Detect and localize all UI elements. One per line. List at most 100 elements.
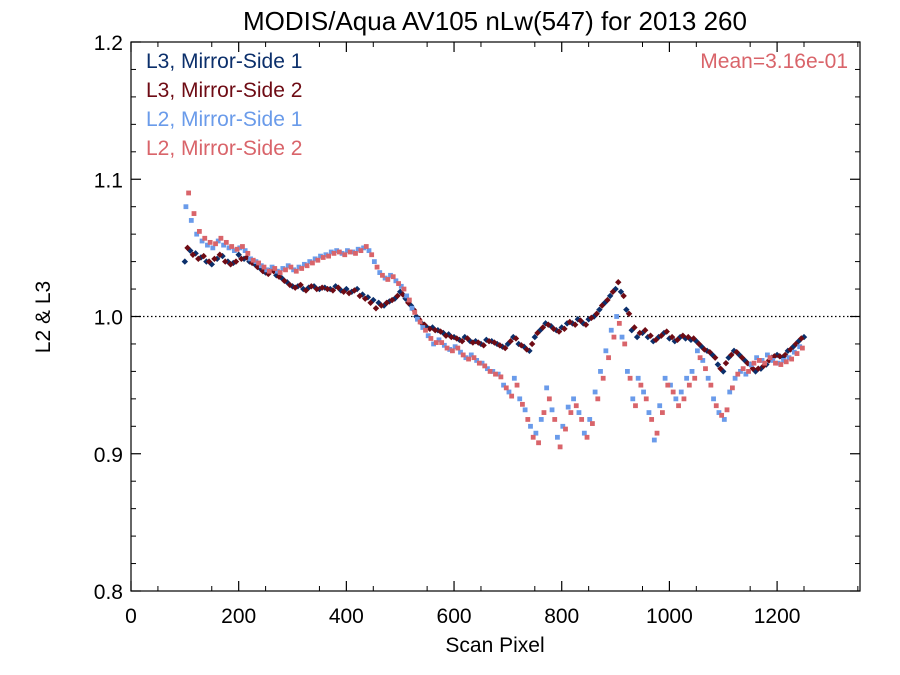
data-point <box>385 277 391 282</box>
data-point <box>643 396 649 402</box>
data-point <box>617 288 625 295</box>
data-point <box>495 371 501 377</box>
data-point <box>518 342 525 349</box>
data-point <box>679 332 687 339</box>
data-point <box>764 352 770 358</box>
data-point <box>628 327 635 334</box>
data-point <box>647 332 654 339</box>
data-point <box>641 389 646 395</box>
data-point <box>431 341 436 347</box>
data-point <box>550 325 557 333</box>
data-point <box>641 327 649 334</box>
data-point <box>673 396 679 402</box>
data-point <box>202 235 208 241</box>
data-point <box>520 401 525 407</box>
data-point <box>713 403 719 409</box>
plot-frame <box>130 41 861 592</box>
data-point <box>229 244 235 249</box>
data-point <box>211 255 218 263</box>
data-point <box>678 389 684 395</box>
data-point <box>650 338 657 345</box>
data-point <box>216 251 224 258</box>
data-point <box>480 342 487 349</box>
data-point <box>786 355 792 361</box>
data-point <box>649 417 655 422</box>
data-point <box>312 256 318 262</box>
data-point <box>223 239 229 245</box>
data-point <box>728 351 735 359</box>
data-point <box>299 266 305 271</box>
data-point <box>490 369 496 374</box>
data-point <box>455 345 461 351</box>
data-point <box>592 389 598 395</box>
data-point <box>248 256 253 262</box>
data-point <box>464 335 471 342</box>
data-point <box>423 327 428 333</box>
data-point <box>318 253 323 259</box>
data-point <box>685 333 692 341</box>
data-point <box>528 340 536 348</box>
data-point <box>428 336 434 341</box>
data-point <box>485 366 490 372</box>
data-point <box>266 268 272 274</box>
data-point <box>660 329 668 337</box>
data-point <box>207 239 213 245</box>
data-point <box>186 190 192 196</box>
data-point <box>335 284 342 291</box>
data-point <box>794 351 800 356</box>
data-point <box>340 288 347 295</box>
data-point <box>552 417 558 422</box>
data-point <box>565 404 571 410</box>
data-point <box>188 218 194 223</box>
data-point <box>689 369 695 374</box>
data-point <box>619 334 625 340</box>
y-tick-label: 1.1 <box>94 169 123 192</box>
data-point <box>258 263 264 269</box>
x-tick-label: 200 <box>221 605 256 628</box>
data-point <box>791 349 797 355</box>
data-point <box>493 371 498 377</box>
data-point <box>534 329 541 337</box>
data-point <box>200 252 207 260</box>
data-point <box>510 333 517 341</box>
data-point <box>308 283 315 290</box>
data-point <box>783 359 789 365</box>
data-point <box>708 382 714 388</box>
data-point <box>662 375 668 381</box>
data-point <box>404 293 410 299</box>
y-tick-label: 0.9 <box>94 444 123 467</box>
data-point <box>222 258 229 265</box>
series-4 <box>186 190 805 450</box>
data-point <box>231 248 237 254</box>
data-point <box>668 382 673 388</box>
data-point <box>530 434 536 440</box>
data-point <box>291 267 296 273</box>
legend-entry: L3, Mirror-Side 1 <box>146 50 302 73</box>
data-point <box>318 284 326 291</box>
data-point <box>286 281 294 289</box>
data-point <box>770 358 776 363</box>
data-point <box>733 348 740 356</box>
data-point <box>743 371 749 377</box>
data-point <box>437 328 444 335</box>
data-point <box>503 385 509 391</box>
data-point <box>670 389 676 395</box>
data-point <box>191 211 197 216</box>
data-point <box>735 371 741 377</box>
data-point <box>692 375 698 381</box>
data-point <box>756 358 762 363</box>
data-point <box>577 317 584 324</box>
legend-entry: L3, Mirror-Side 2 <box>146 79 302 102</box>
data-point <box>320 255 326 260</box>
data-point <box>665 382 671 388</box>
data-point <box>668 333 676 341</box>
data-point <box>752 368 759 375</box>
data-point <box>280 266 286 271</box>
data-point <box>544 385 550 391</box>
data-point <box>501 382 506 388</box>
data-point <box>302 287 310 294</box>
data-point <box>600 375 606 381</box>
data-point <box>776 353 783 360</box>
data-point <box>657 403 663 409</box>
